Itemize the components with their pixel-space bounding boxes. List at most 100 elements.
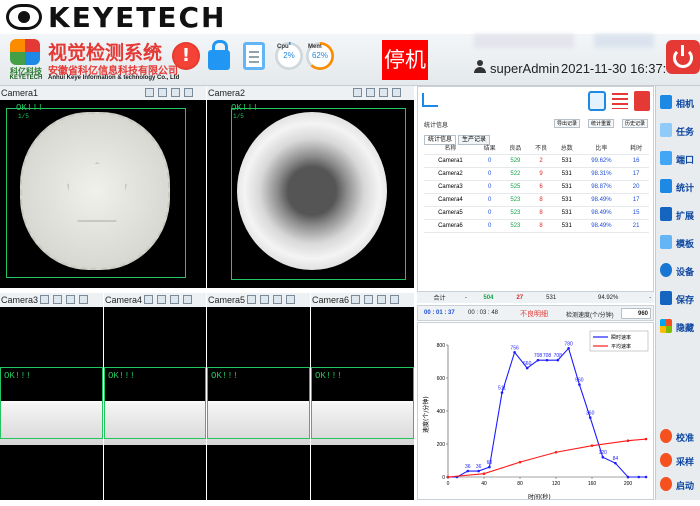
cell: 531: [553, 206, 580, 220]
lock-icon[interactable]: [208, 40, 230, 70]
zoom-icon[interactable]: [144, 295, 153, 304]
username: superAdmin: [490, 61, 560, 76]
camera6-view[interactable]: OK!!!: [311, 307, 414, 500]
nav-calibrate[interactable]: 校准: [658, 424, 699, 450]
device-nav-icon: [660, 263, 672, 277]
stats-total-row: 合计 - 504 27 531 94.92% -: [417, 291, 654, 303]
nav-label: 相机: [676, 100, 695, 110]
data-label: 560: [575, 378, 584, 384]
company-name-cn: 安徽省科亿信息科技有限公司: [48, 66, 178, 77]
image-icon[interactable]: [171, 88, 180, 97]
list-icon[interactable]: [612, 93, 628, 109]
table-row[interactable]: Camera1 0 529 2 531 99.62% 16: [424, 154, 649, 168]
y-tick-label: 400: [437, 409, 446, 415]
nav-stats[interactable]: 统计: [658, 174, 699, 200]
record-icon[interactable]: [390, 295, 399, 304]
data-point: [588, 416, 592, 419]
zoom-icon[interactable]: [145, 88, 154, 97]
zoom-icon[interactable]: [353, 88, 362, 97]
chart-legend: 瞬时速率 平均速率: [589, 330, 649, 352]
camera4-view[interactable]: OK!!!: [104, 307, 206, 500]
cell: 8: [528, 193, 554, 207]
nav-start[interactable]: 启动: [658, 472, 699, 498]
x-tick-label: 200: [624, 481, 633, 487]
zoom-icon[interactable]: [247, 295, 256, 304]
cell: 6: [528, 180, 554, 194]
camera2-view[interactable]: OK!!! 1/5: [207, 100, 414, 288]
camera-icon[interactable]: [260, 295, 269, 304]
nav-sample[interactable]: 采样: [658, 448, 699, 474]
image-icon[interactable]: [66, 295, 75, 304]
nav-device[interactable]: 设备: [658, 258, 699, 284]
cell: 15: [623, 206, 649, 220]
table-row[interactable]: Camera6 0 523 8 531 98.49% 21: [424, 219, 649, 233]
nav-hide[interactable]: 隐藏: [658, 314, 699, 340]
detection-box: [104, 367, 206, 439]
reject-detail-link[interactable]: 不良明细: [520, 310, 548, 318]
record-icon[interactable]: [79, 295, 88, 304]
nav-template[interactable]: 模板: [658, 230, 699, 256]
record-icon[interactable]: [392, 88, 401, 97]
camera1-header: Camera1: [0, 86, 206, 100]
table-row[interactable]: Camera2 0 522 9 531 98.31% 17: [424, 167, 649, 181]
camera-icon[interactable]: [366, 88, 375, 97]
nav-task[interactable]: 任务: [658, 118, 699, 144]
cell: -: [649, 294, 652, 301]
data-point: [513, 350, 516, 354]
nav-label: 校准: [676, 434, 695, 444]
camera3-view[interactable]: OK!!!: [0, 307, 103, 500]
reset-button[interactable]: 统计重置: [588, 119, 615, 128]
stop-button[interactable]: 停机: [382, 40, 428, 80]
alarm-icon[interactable]: !: [172, 42, 200, 70]
image-icon[interactable]: [273, 295, 282, 304]
camera1-view[interactable]: OK!!! 1/5: [0, 100, 206, 288]
record-icon[interactable]: [184, 88, 193, 97]
cell: Camera5: [424, 206, 477, 220]
export-button[interactable]: 导出记录: [554, 119, 581, 128]
x-tick-label: 120: [552, 481, 561, 487]
nav-label: 统计: [676, 184, 695, 194]
data-point: [556, 358, 560, 362]
delete-icon[interactable]: [634, 91, 650, 111]
table-row[interactable]: Camera5 0 523 8 531 98.49% 15: [424, 206, 649, 220]
camera-icon[interactable]: [53, 295, 62, 304]
cell: 98.49%: [579, 193, 624, 207]
table-row[interactable]: Camera4 0 523 8 531 98.49% 17: [424, 193, 649, 207]
record-icon[interactable]: [183, 295, 192, 304]
zoom-icon[interactable]: [351, 295, 360, 304]
table-row[interactable]: Camera3 0 525 6 531 98.87% 20: [424, 180, 649, 194]
camera5-view[interactable]: OK!!!: [207, 307, 310, 500]
cell: 531: [553, 219, 580, 233]
data-label: 120: [599, 450, 608, 456]
nav-extension[interactable]: 扩展: [658, 202, 699, 228]
x-tick-label: 160: [588, 481, 597, 487]
add-file-icon[interactable]: [588, 91, 606, 111]
history-button[interactable]: 历史记录: [622, 119, 649, 128]
image-icon[interactable]: [377, 295, 386, 304]
save-nav-icon: [660, 291, 672, 305]
image-icon[interactable]: [170, 295, 179, 304]
task-nav-icon: [660, 123, 672, 137]
camera-icon[interactable]: [158, 88, 167, 97]
clipboard-icon[interactable]: [243, 42, 265, 70]
cell: 0: [476, 167, 503, 181]
power-button[interactable]: [666, 40, 700, 74]
cell: 525: [502, 180, 529, 194]
cell: 522: [502, 167, 529, 181]
camera-icon[interactable]: [157, 295, 166, 304]
data-point: [518, 460, 522, 464]
speed-chart-svg: 速度(个/分钟) 时间(秒) 0 200 400 600 800 0 40 80 120 160 2…: [422, 330, 649, 501]
cell: Camera6: [424, 219, 477, 233]
data-point: [446, 475, 450, 479]
camera-icon[interactable]: [364, 295, 373, 304]
record-icon[interactable]: [286, 295, 295, 304]
zoom-icon[interactable]: [40, 295, 49, 304]
nav-save[interactable]: 保存: [658, 286, 699, 312]
nav-camera[interactable]: 相机: [658, 90, 699, 116]
cell: 531: [553, 193, 580, 207]
camera1-label: Camera1: [1, 88, 39, 98]
data-point: [590, 444, 594, 447]
company-name-en: Anhui Keye Information & technology Co.,…: [48, 75, 180, 81]
nav-port[interactable]: 端口: [658, 146, 699, 172]
image-icon[interactable]: [379, 88, 388, 97]
